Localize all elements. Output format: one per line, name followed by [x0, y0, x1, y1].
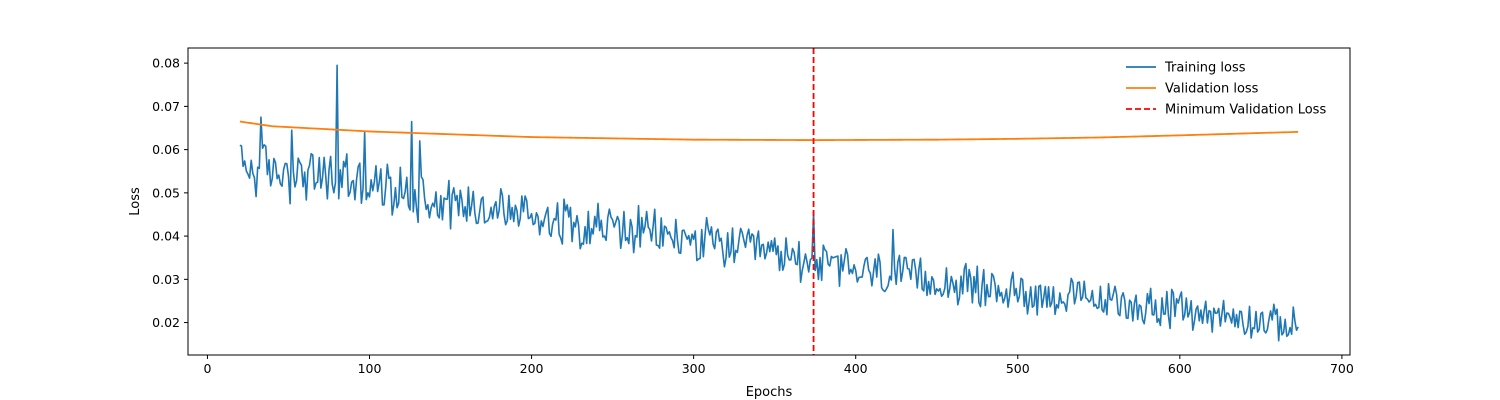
x-tick-label: 700 — [1330, 361, 1354, 376]
y-tick-label: 0.05 — [152, 185, 180, 200]
series-training-loss — [239, 64, 1299, 342]
legend-label-minimum-validation-loss: Minimum Validation Loss — [1165, 103, 1326, 118]
legend-label-training-loss: Training loss — [1164, 61, 1246, 76]
x-tick-label: 500 — [1006, 361, 1030, 376]
plot-frame — [187, 47, 1351, 356]
y-tick-label: 0.04 — [152, 229, 180, 244]
y-tick-label: 0.02 — [152, 315, 180, 330]
x-tick-label: 0 — [203, 361, 211, 376]
y-tick-label: 0.07 — [152, 99, 180, 114]
x-axis: 0 100 200 300 400 500 600 700 — [203, 355, 1354, 376]
x-tick-label: 300 — [682, 361, 706, 376]
legend-label-validation-loss: Validation loss — [1165, 82, 1259, 97]
x-tick-label: 400 — [844, 361, 868, 376]
y-tick-label: 0.03 — [152, 272, 180, 287]
y-axis: 0.02 0.03 0.04 0.05 0.06 0.07 0.08 — [152, 56, 188, 330]
x-tick-label: 600 — [1168, 361, 1192, 376]
y-axis-label: Loss — [128, 187, 143, 216]
y-tick-label: 0.06 — [152, 142, 180, 157]
x-tick-label: 100 — [358, 361, 382, 376]
legend: Training loss Validation loss Minimum Va… — [1126, 61, 1326, 118]
series-validation-loss — [239, 120, 1299, 141]
x-tick-label: 200 — [520, 361, 544, 376]
x-axis-label: Epochs — [746, 385, 793, 400]
y-tick-label: 0.08 — [152, 56, 180, 71]
plot-lines — [239, 48, 1299, 355]
